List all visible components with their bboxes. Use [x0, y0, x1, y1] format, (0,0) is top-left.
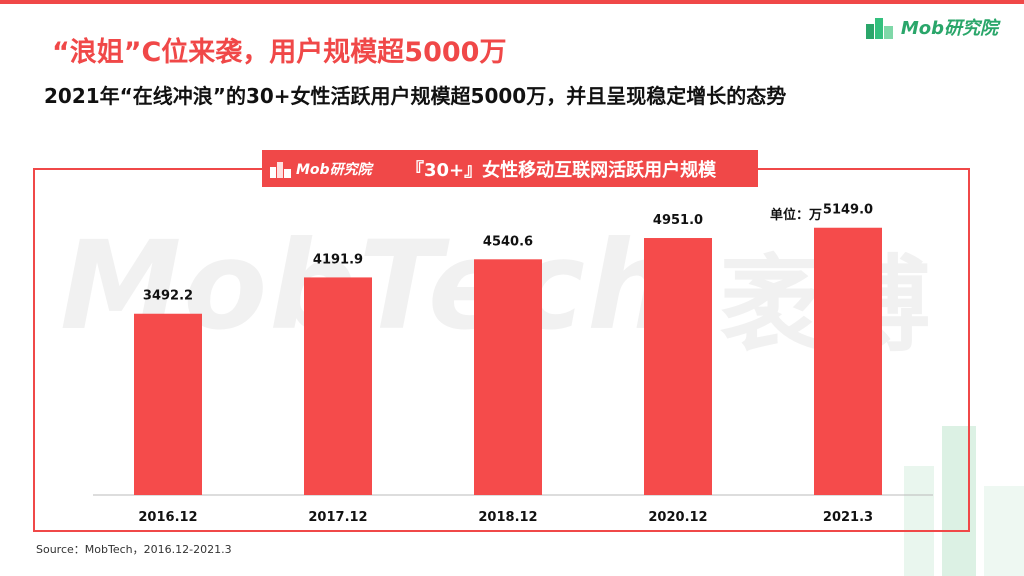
bar-2021.3: [814, 227, 882, 496]
data-label: 4191.9: [313, 252, 363, 267]
banner-logo-text: Mob研究院: [296, 161, 372, 178]
x-tick-label: 2020.12: [648, 510, 707, 525]
page-headline: “浪姐”C位来袭，用户规模超5000万: [52, 37, 507, 68]
bar-chart: 3492.2 2016.12 4191.9 2017.12 4540.6 2018.12 4…: [93, 203, 933, 525]
x-tick-label: 2021.3: [823, 510, 873, 525]
bar-2016.12: [134, 313, 202, 495]
bar-2020.12: [644, 238, 712, 495]
data-label: 4540.6: [483, 234, 533, 249]
data-label: 5149.0: [823, 203, 873, 218]
chart-title: 『30+』女性移动互联网活跃用户规模: [406, 159, 717, 181]
x-tick-label: 2018.12: [478, 510, 537, 525]
chart-banner: Mob研究院 『30+』女性移动互联网活跃用户规模: [262, 150, 758, 187]
page-subheadline: 2021年“在线冲浪”的30+女性活跃用户规模超5000万，并且呈现稳定增长的态…: [44, 84, 787, 108]
unit-label: 单位：万: [770, 208, 823, 223]
x-tick-label: 2017.12: [308, 510, 367, 525]
x-tick-label: 2016.12: [138, 510, 197, 525]
brand-logo: Mob研究院: [865, 14, 998, 40]
bar-2017.12: [304, 277, 372, 495]
banner-logo: Mob研究院: [270, 159, 390, 179]
source-note: Source：MobTech，2016.12-2021.3: [36, 543, 232, 556]
bar-2018.12: [474, 259, 542, 495]
mob-logo-icon: [865, 18, 893, 39]
mob-logo-icon: [270, 161, 291, 178]
data-label: 4951.0: [653, 213, 703, 228]
data-label: 3492.2: [143, 289, 193, 304]
top-accent-bar: [0, 0, 1024, 4]
brand-name: Mob研究院: [900, 18, 998, 39]
